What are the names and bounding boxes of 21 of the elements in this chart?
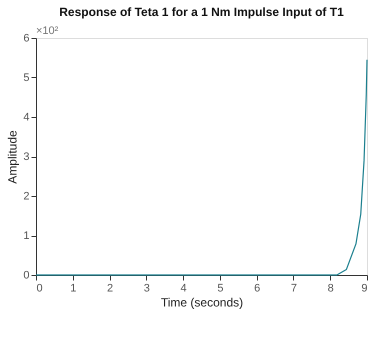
y-tick-label: 4 bbox=[23, 112, 30, 124]
x-tick-label: 9 bbox=[361, 282, 368, 294]
x-tick-label: 5 bbox=[217, 282, 224, 294]
x-tick-label: 3 bbox=[144, 282, 150, 294]
x-tick-label: 0 bbox=[36, 282, 43, 294]
x-tick-label: 6 bbox=[254, 282, 260, 294]
x-axis-title: Time (seconds) bbox=[160, 296, 244, 310]
y-tick-label: 6 bbox=[23, 32, 30, 44]
text: ×10² bbox=[36, 25, 59, 37]
y-axis-title: Amplitude bbox=[5, 130, 20, 184]
x-tick-label: 8 bbox=[328, 282, 334, 294]
y-tick-label: 3 bbox=[23, 151, 30, 163]
y-tick-label: 2 bbox=[23, 190, 30, 202]
chart-title: Response of Teta 1 for a 1 Nm Impulse Input of T1 bbox=[59, 5, 344, 19]
x-tick-label: 4 bbox=[180, 282, 187, 294]
y-tick-label: 5 bbox=[23, 72, 30, 84]
x-tick-label: 1 bbox=[70, 282, 76, 294]
y-tick-label: 1 bbox=[23, 230, 30, 242]
x-tick-label: 7 bbox=[290, 282, 298, 294]
x-tick-label: 2 bbox=[106, 282, 114, 294]
y-tick-label: 0 bbox=[23, 270, 30, 282]
